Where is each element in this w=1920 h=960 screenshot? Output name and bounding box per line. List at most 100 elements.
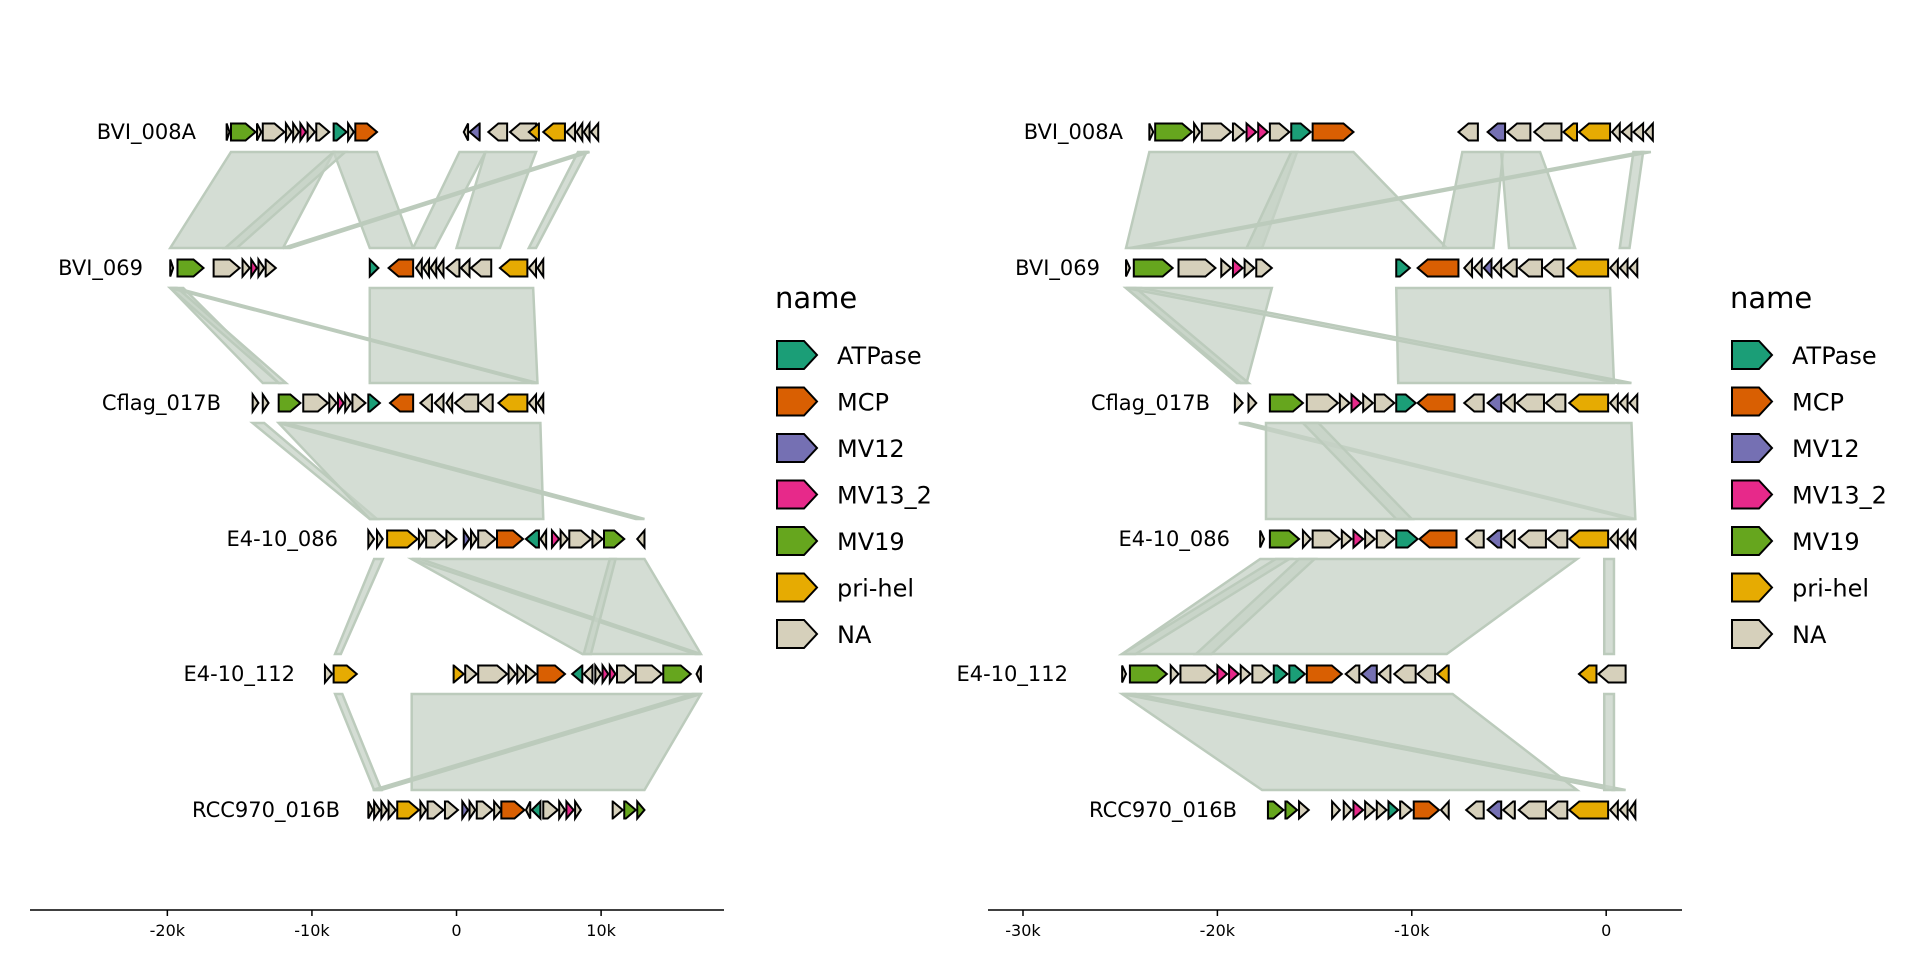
sequence-label: BVI_008A bbox=[1024, 120, 1124, 145]
sequence-row: BVI_008A bbox=[1024, 120, 1654, 145]
legend-key bbox=[776, 340, 819, 370]
gene-arrow bbox=[1284, 800, 1299, 820]
sequence-label: E4-10_112 bbox=[183, 662, 295, 687]
gene-arrow bbox=[1412, 800, 1441, 820]
gene-arrow bbox=[493, 798, 503, 822]
gene-arrow bbox=[1352, 799, 1365, 821]
gene-arrow bbox=[1628, 391, 1639, 415]
gene-arrow bbox=[323, 662, 334, 686]
gene-arrow bbox=[1416, 664, 1437, 684]
gene-arrow bbox=[558, 798, 567, 822]
gene-arrow bbox=[1462, 256, 1474, 280]
gene-arrow bbox=[467, 122, 481, 142]
gene-arrow bbox=[574, 798, 583, 822]
gene-arrow bbox=[1290, 122, 1313, 142]
gene-arrow bbox=[1546, 800, 1569, 820]
x-tick-label: 0 bbox=[451, 921, 461, 940]
gene-arrow bbox=[1501, 529, 1516, 549]
gene-arrow bbox=[1517, 529, 1547, 549]
gene-arrow bbox=[536, 664, 567, 684]
synteny-link bbox=[1602, 557, 1616, 656]
gene-arrow bbox=[1631, 121, 1645, 143]
gene-arrow bbox=[1464, 800, 1485, 820]
synteny-link bbox=[331, 150, 415, 250]
sequence-label: RCC970_016B bbox=[1089, 798, 1237, 823]
gene-arrow bbox=[477, 529, 498, 549]
synteny-link bbox=[1264, 421, 1637, 521]
gene-arrow bbox=[539, 527, 548, 551]
gene-arrow bbox=[1239, 663, 1252, 685]
gene-arrow bbox=[1596, 664, 1627, 684]
gene-arrow bbox=[1305, 393, 1340, 413]
legend-left: name ATPase MCP MV12 MV13_2 MV19 pri-hel NA bbox=[775, 281, 932, 649]
gene-arrow bbox=[1628, 527, 1637, 551]
legend-key bbox=[1731, 526, 1774, 556]
legend-label: ATPase bbox=[837, 342, 922, 370]
sequence-row: BVI_069 bbox=[1015, 256, 1639, 281]
gene-arrow bbox=[634, 664, 664, 684]
gene-arrow bbox=[1472, 256, 1483, 280]
synteny-link bbox=[411, 557, 702, 656]
gene-arrow bbox=[1618, 391, 1629, 415]
gene-arrow bbox=[1259, 530, 1266, 548]
gene-arrow bbox=[452, 664, 466, 684]
sequence-label: E4-10_086 bbox=[226, 527, 338, 552]
gene-arrow bbox=[1243, 257, 1256, 279]
gene-arrow bbox=[347, 120, 356, 144]
legend-key bbox=[1731, 619, 1774, 649]
gene-map-panel-left: BVI_008A BVI_069 Cflag_017B E4-10_086 E4-10_… bbox=[30, 120, 724, 940]
gene-arrow bbox=[1362, 392, 1375, 414]
legend-key bbox=[1731, 340, 1774, 370]
gene-arrow bbox=[250, 256, 259, 280]
gene-arrow bbox=[1505, 122, 1532, 142]
gene-arrow bbox=[396, 800, 421, 820]
synteny-link bbox=[1118, 557, 1581, 656]
gene-arrow bbox=[376, 527, 384, 551]
gene-arrow bbox=[594, 662, 603, 686]
gene-arrow bbox=[1416, 258, 1460, 278]
legend-key bbox=[1731, 572, 1774, 603]
gene-arrow bbox=[1344, 664, 1361, 684]
gene-arrow bbox=[527, 391, 538, 415]
synteny-link bbox=[221, 150, 349, 250]
gene-arrow bbox=[1132, 258, 1175, 278]
legend-title: name bbox=[1730, 281, 1812, 315]
sequence-row: RCC970_016B bbox=[192, 798, 646, 823]
gene-arrow bbox=[1486, 393, 1503, 413]
gene-arrow bbox=[469, 258, 493, 278]
gene-arrow bbox=[1251, 664, 1274, 684]
gene-arrow bbox=[429, 256, 438, 280]
gene-arrow bbox=[1373, 393, 1396, 413]
gene-arrow bbox=[623, 800, 638, 820]
gene-arrow bbox=[1482, 256, 1493, 280]
gene-arrow bbox=[1359, 664, 1378, 684]
gene-arrow bbox=[1257, 121, 1270, 143]
gene-arrow bbox=[351, 393, 367, 413]
gene-arrow bbox=[332, 122, 349, 142]
x-tick-label: -30k bbox=[1005, 921, 1041, 940]
gene-arrow bbox=[524, 529, 540, 549]
legend-label: MV19 bbox=[1792, 528, 1860, 556]
legend-key bbox=[776, 619, 819, 649]
gene-arrow bbox=[1517, 258, 1544, 278]
gene-arrow bbox=[229, 122, 258, 142]
x-tick-label: -20k bbox=[1200, 921, 1236, 940]
synteny-link bbox=[282, 150, 590, 250]
gene-arrow bbox=[1608, 391, 1619, 415]
gene-arrow bbox=[1399, 800, 1414, 820]
gene-arrow bbox=[241, 256, 252, 280]
sequence-label: Cflag_017B bbox=[1091, 391, 1210, 416]
gene-arrow bbox=[536, 391, 545, 415]
legend-label: MV19 bbox=[837, 528, 905, 556]
gene-arrow bbox=[386, 529, 420, 549]
sequence-label: BVI_069 bbox=[1015, 256, 1100, 281]
gene-arrow bbox=[387, 258, 415, 278]
gene-arrow bbox=[414, 256, 423, 280]
synteny-link bbox=[1299, 421, 1415, 521]
gene-arrow bbox=[1268, 393, 1305, 413]
gene-arrow bbox=[541, 122, 566, 142]
gene-arrow bbox=[1577, 664, 1598, 684]
gene-arrow bbox=[1501, 800, 1516, 820]
gene-arrow bbox=[315, 122, 331, 142]
